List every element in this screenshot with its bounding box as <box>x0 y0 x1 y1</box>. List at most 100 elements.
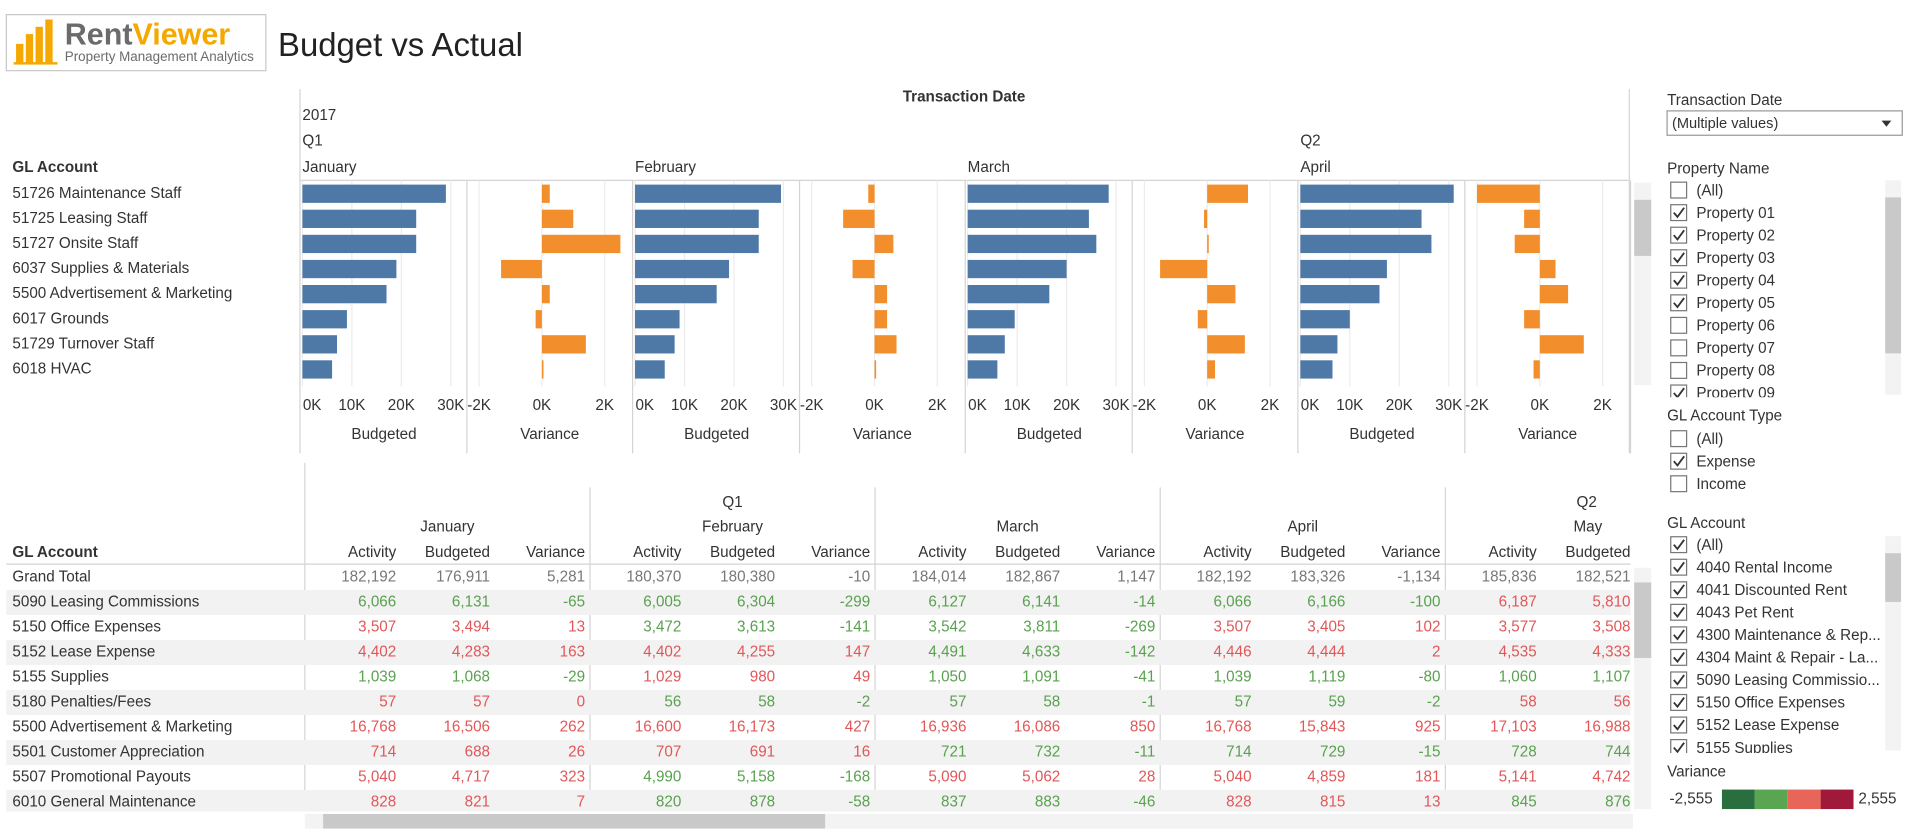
dropdown[interactable] <box>1666 110 1903 136</box>
table-cell: 58 <box>1043 693 1060 710</box>
filter-option[interactable]: (All) <box>1696 431 1723 448</box>
checkmark[interactable] <box>1673 252 1685 264</box>
dropdown-arrow[interactable] <box>1881 120 1892 127</box>
filter-option[interactable]: Property 02 <box>1696 227 1775 244</box>
filter-option[interactable]: 5155 Supplies <box>1696 740 1793 757</box>
bar <box>868 184 875 203</box>
scrollbar-thumb[interactable] <box>1634 582 1652 658</box>
bar <box>1207 184 1249 203</box>
checkbox[interactable] <box>1670 693 1688 711</box>
filter-option[interactable]: (All) <box>1696 537 1723 554</box>
group <box>302 184 1584 379</box>
checkbox[interactable] <box>1670 452 1688 470</box>
checkbox[interactable] <box>1670 384 1688 401</box>
checkbox[interactable] <box>1670 648 1688 666</box>
filter-option[interactable]: Income <box>1696 476 1746 493</box>
table-cell: 1,091 <box>1022 668 1060 685</box>
checkmark[interactable] <box>1673 229 1685 241</box>
month-header: March <box>996 519 1038 536</box>
axis-title: Budgeted <box>684 426 749 443</box>
checkbox[interactable] <box>1670 339 1688 357</box>
scrollbar-thumb[interactable] <box>1885 553 1902 602</box>
filter-option[interactable]: 5150 Office Expenses <box>1696 695 1845 712</box>
filter-option[interactable]: (All) <box>1696 182 1723 199</box>
checkmark[interactable] <box>1673 297 1685 309</box>
checkmark[interactable] <box>1673 387 1685 398</box>
column-header: Activity <box>633 544 682 561</box>
checkbox[interactable] <box>1670 671 1688 689</box>
table-cell: 4,446 <box>1213 644 1251 661</box>
checkbox[interactable] <box>1670 603 1688 621</box>
table-cell: 185,836 <box>1482 569 1537 586</box>
checkbox[interactable] <box>1670 249 1688 267</box>
table-cell: 1,147 <box>1117 569 1155 586</box>
bar <box>1539 335 1584 354</box>
checkbox[interactable] <box>1670 475 1688 493</box>
filter-option[interactable]: Property 08 <box>1696 363 1775 380</box>
checkbox[interactable] <box>1670 181 1688 199</box>
checkbox[interactable] <box>1670 316 1688 334</box>
axis-title: Budgeted <box>1349 426 1414 443</box>
checkmark[interactable] <box>1673 539 1685 551</box>
dropdown-value[interactable]: (Multiple values) <box>1672 116 1778 132</box>
filter-option[interactable]: 4041 Discounted Rent <box>1696 582 1847 599</box>
column-header: Budgeted <box>995 544 1060 561</box>
filter-option[interactable]: 4040 Rental Income <box>1696 559 1832 576</box>
checkbox[interactable] <box>1670 430 1688 448</box>
table-cell: 183,326 <box>1290 569 1345 586</box>
checkmark[interactable] <box>1673 742 1685 754</box>
table-cell: 16,173 <box>729 718 776 735</box>
filter-option[interactable]: 4304 Maint & Repair - La... <box>1696 650 1878 667</box>
checkbox[interactable] <box>1670 204 1688 222</box>
table-cell: 3,542 <box>928 619 966 636</box>
checkmark[interactable] <box>1673 584 1685 596</box>
filter-option[interactable]: Property 06 <box>1696 318 1775 335</box>
x-tick-label: 30K <box>770 397 797 414</box>
scrollbar-thumb[interactable] <box>1885 197 1902 354</box>
table-cell: 180,370 <box>626 569 681 586</box>
checkmark[interactable] <box>1673 629 1685 641</box>
checkbox[interactable] <box>1670 226 1688 244</box>
checkmark[interactable] <box>1673 455 1685 467</box>
checkbox[interactable] <box>1670 739 1688 756</box>
table-cell: 3,811 <box>1023 619 1060 636</box>
filter-option[interactable]: Property 01 <box>1696 205 1775 222</box>
filter-option[interactable]: Property 09 <box>1696 385 1775 402</box>
bar <box>541 184 550 203</box>
checkmark[interactable] <box>1673 719 1685 731</box>
checkbox[interactable] <box>1670 581 1688 599</box>
filter-option[interactable]: Property 07 <box>1696 340 1775 357</box>
checkbox[interactable] <box>1670 558 1688 576</box>
row-label: 5155 Supplies <box>12 668 109 685</box>
checkbox[interactable] <box>1670 716 1688 734</box>
checkbox[interactable] <box>1670 294 1688 312</box>
checkmark[interactable] <box>1673 674 1685 686</box>
filter-option[interactable]: 4300 Maintenance & Rep... <box>1696 627 1880 644</box>
filter-option[interactable]: 4043 Pet Rent <box>1696 605 1794 622</box>
table-cell: 57 <box>473 693 490 710</box>
filter-option[interactable]: Expense <box>1696 453 1755 470</box>
table-cell: 1,068 <box>452 668 490 685</box>
month-header: January <box>420 519 475 536</box>
checkbox[interactable] <box>1670 626 1688 644</box>
h-scrollbar-thumb[interactable] <box>323 813 826 829</box>
table-cell: 828 <box>1226 793 1251 810</box>
checkmark[interactable] <box>1673 606 1685 619</box>
checkbox[interactable] <box>1670 536 1688 554</box>
filter-option[interactable]: Property 03 <box>1696 250 1775 267</box>
checkbox[interactable] <box>1670 271 1688 289</box>
checkmark[interactable] <box>1673 651 1685 664</box>
filter-option[interactable]: 5090 Leasing Commissio... <box>1696 672 1880 689</box>
checkbox[interactable] <box>1670 361 1688 379</box>
checkmark[interactable] <box>1673 207 1685 219</box>
table-cell: 262 <box>560 718 585 735</box>
filter-option[interactable]: Property 05 <box>1696 295 1775 312</box>
filter-option[interactable]: 5152 Lease Expense <box>1696 717 1839 734</box>
checkmark[interactable] <box>1673 561 1685 573</box>
checkmark[interactable] <box>1673 697 1685 709</box>
scrollbar-thumb[interactable] <box>1634 199 1652 256</box>
filter-option[interactable]: Property 04 <box>1696 272 1775 289</box>
checkmark[interactable] <box>1673 274 1685 286</box>
bar <box>541 234 621 254</box>
table-cell: 16 <box>853 743 870 760</box>
